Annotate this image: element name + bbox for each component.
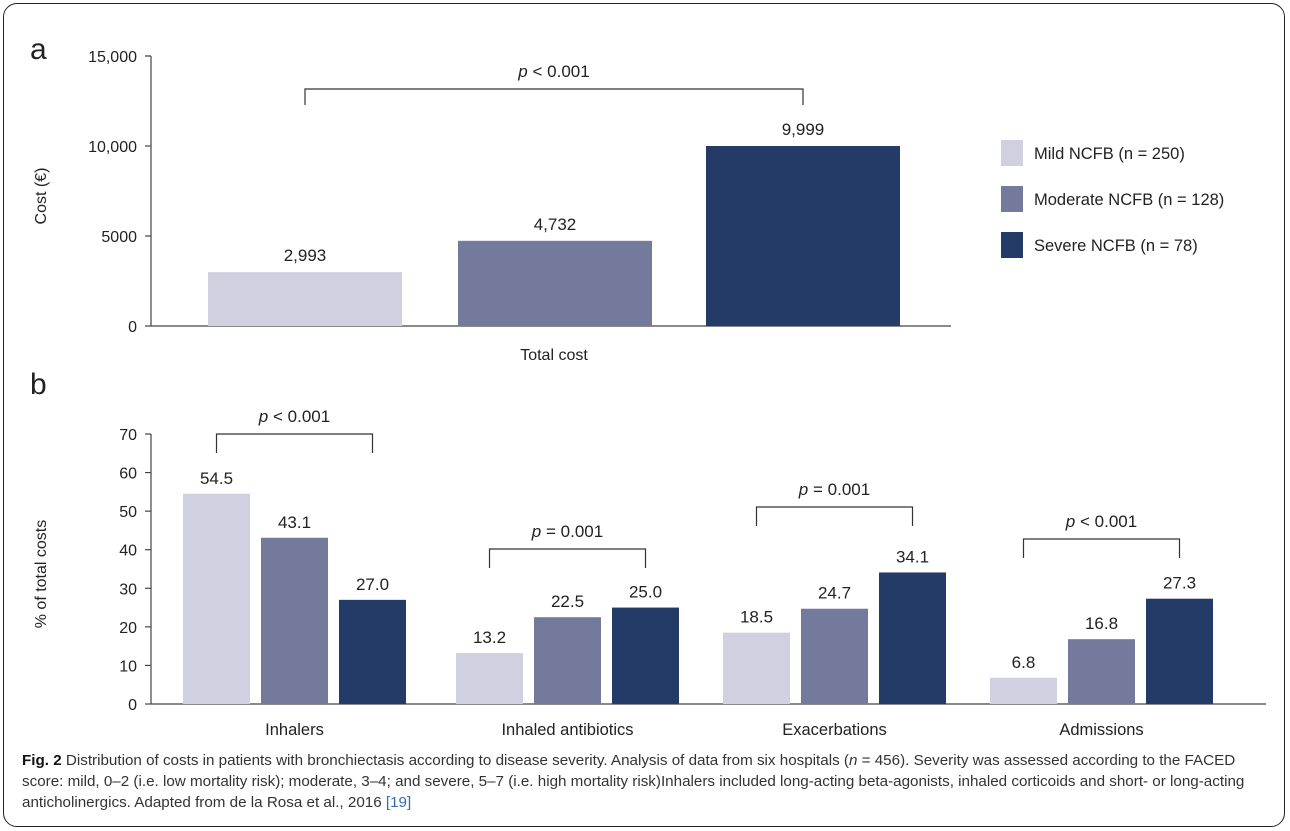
panel-b-bar-label-3-3: 34.1 <box>896 547 929 566</box>
panel-a-letter: a <box>30 33 47 66</box>
panel-b-bar-label-3-1: 18.5 <box>740 608 773 627</box>
caption-n: n <box>848 752 858 769</box>
panel-b-y-tick-label: 30 <box>119 581 137 598</box>
panel-a-y-tick-label: 5000 <box>101 229 137 246</box>
panel-b-bar-3-3 <box>879 572 946 704</box>
panel-b-bar-label-2-3: 25.0 <box>629 583 662 602</box>
figure-caption: Fig. 2 Distribution of costs in patients… <box>22 750 1277 813</box>
panel-a-y-tick-label: 15,000 <box>88 49 137 66</box>
caption-text-2: = 456). Severity was assessed according … <box>22 752 1245 811</box>
panel-a-bar-3 <box>706 146 900 326</box>
panel-b-x-tick-label-1: Inhalers <box>265 721 324 739</box>
panel-b-significance-label-3: p = 0.001 <box>798 480 870 499</box>
panel-b-bar-2-1 <box>456 653 523 704</box>
caption-text-1: Distribution of costs in patients with b… <box>61 752 849 769</box>
legend-swatch-2 <box>1001 186 1023 212</box>
panel-b-bar-3-1 <box>723 632 790 704</box>
panel-b-y-tick-label: 50 <box>119 504 137 521</box>
panel-b-bar-1-1 <box>183 493 250 704</box>
panel-b-significance-label-4: p < 0.001 <box>1065 512 1137 531</box>
caption-reference-link[interactable]: [19] <box>385 794 412 811</box>
panel-b-bar-1-2 <box>261 537 328 704</box>
panel-b-bar-4-1 <box>990 677 1057 704</box>
panel-b-bar-label-3-2: 24.7 <box>818 584 851 603</box>
panel-a-bar-2 <box>458 240 652 326</box>
panel-b-bar-label-2-2: 22.5 <box>551 592 584 611</box>
panel-b-bar-label-1-3: 27.0 <box>356 575 389 594</box>
panel-b-x-tick-label-2: Inhaled antibiotics <box>501 721 633 739</box>
legend-swatch-3 <box>1001 232 1023 258</box>
panel-b-y-tick-label: 60 <box>119 466 137 483</box>
panel-b-bar-label-4-3: 27.3 <box>1163 574 1196 593</box>
panel-b-bar-label-4-1: 6.8 <box>1012 653 1036 672</box>
panel-a-y-tick-label: 0 <box>128 319 137 336</box>
figure-frame: a 0 5000 10,000 15,000 Cost (€) 2,993 4,732 9,99… <box>3 3 1285 827</box>
legend-swatch-1 <box>1001 140 1023 166</box>
panel-b-bar-1-3 <box>339 599 406 704</box>
panel-b-y-tick-label: 20 <box>119 620 137 637</box>
panel-b-y-tick-label: 40 <box>119 543 137 560</box>
panel-b-significance-label-2: p = 0.001 <box>531 522 603 541</box>
panel-b-significance-label-1: p < 0.001 <box>258 407 330 426</box>
panel-b-significance-bracket-3 <box>755 506 914 526</box>
panel-b-significance-bracket-4 <box>1022 538 1181 558</box>
figure-chart: a 0 5000 10,000 15,000 Cost (€) 2,993 4,732 9,99… <box>30 33 1266 739</box>
panel-a-significance-label: p < 0.001 <box>517 62 589 81</box>
panel-a-bar-label-1: 2,993 <box>284 246 327 265</box>
panel-b-significance-bracket-2 <box>488 548 647 568</box>
panel-b-x-tick-label-3: Exacerbations <box>782 721 887 739</box>
panel-b-bar-4-2 <box>1068 639 1135 704</box>
panel-b-y-axis-label: % of total costs <box>33 520 50 629</box>
panel-a-y-axis-label: Cost (€) <box>33 168 50 225</box>
panel-b-bar-label-2-1: 13.2 <box>473 628 506 647</box>
panel-b-letter: b <box>30 368 47 401</box>
panel-b-bar-3-2 <box>801 608 868 704</box>
legend-label-2: Moderate NCFB (n = 128) <box>1034 191 1224 209</box>
panel-a-bar-label-3: 9,999 <box>782 120 825 139</box>
legend-label-1: Mild NCFB (n = 250) <box>1034 145 1185 163</box>
panel-b-y-tick-label: 10 <box>119 658 137 675</box>
panel-b-y-tick-label: 70 <box>119 427 137 444</box>
panel-a-bar-1 <box>208 272 402 326</box>
panel-a-significance-bracket <box>304 88 804 105</box>
panel-b-bar-4-3 <box>1146 598 1213 704</box>
panel-b-y-tick-label: 0 <box>128 697 137 714</box>
panel-a-x-tick-label: Total cost <box>520 347 588 364</box>
panel-b-bar-label-1-1: 54.5 <box>200 469 233 488</box>
caption-fig-label: Fig. 2 <box>22 752 62 769</box>
panel-b-bar-label-4-2: 16.8 <box>1085 614 1118 633</box>
panel-b-bar-2-3 <box>612 607 679 704</box>
panel-a-y-tick-label: 10,000 <box>88 139 137 156</box>
panel-b-bar-2-2 <box>534 617 601 704</box>
legend-label-3: Severe NCFB (n = 78) <box>1034 237 1198 255</box>
panel-b-significance-bracket-1 <box>215 433 374 453</box>
panel-b-bar-label-1-2: 43.1 <box>278 513 311 532</box>
panel-b-x-tick-label-4: Admissions <box>1059 721 1143 739</box>
panel-a-bar-label-2: 4,732 <box>534 215 577 234</box>
